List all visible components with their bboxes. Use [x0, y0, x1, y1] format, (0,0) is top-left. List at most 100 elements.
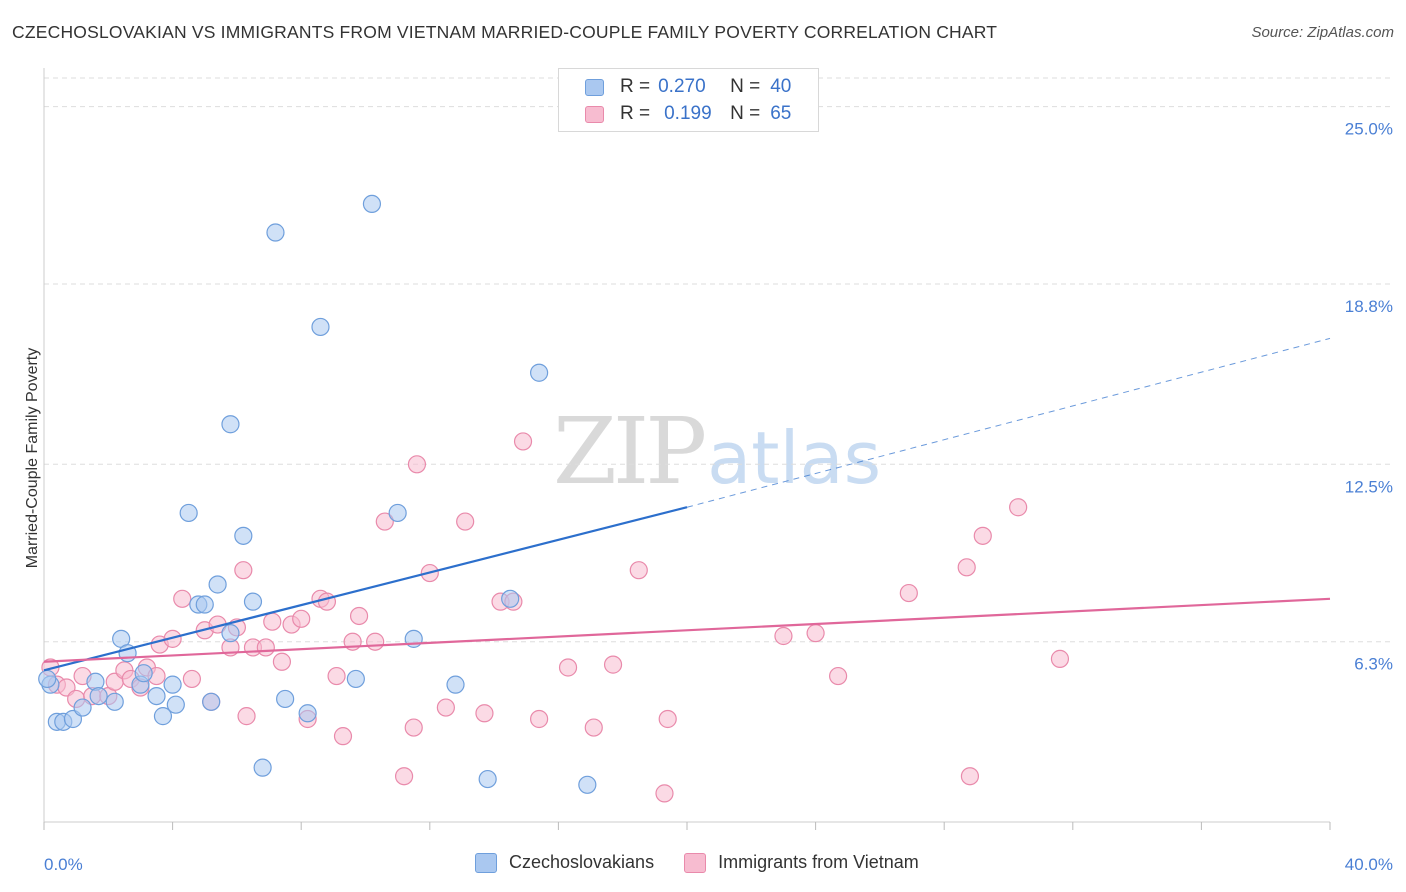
- czechoslovakian-point: [208, 575, 227, 594]
- vietnam-point: [1050, 649, 1070, 668]
- legend-row-czechoslovakians: R = 0.270 N = 40: [585, 75, 791, 99]
- vietnam-point: [456, 512, 475, 531]
- vietnam-point: [436, 698, 455, 717]
- watermark-zip: ZIP: [553, 398, 707, 505]
- czechoslovakian-trend-extension: [686, 337, 1331, 508]
- vietnam-point: [513, 432, 533, 451]
- vietnam-point: [973, 526, 992, 545]
- vietnam-point: [658, 709, 677, 729]
- czechoslovakian-point: [134, 664, 153, 683]
- czechoslovakian-point: [346, 669, 365, 689]
- czechoslovakian-point: [38, 669, 57, 689]
- vietnam-point: [327, 666, 346, 686]
- vietnam-point: [829, 666, 848, 686]
- vietnam-point: [173, 589, 192, 608]
- czechoslovakian-point: [147, 686, 166, 706]
- czechoslovakian-point: [276, 689, 295, 709]
- watermark: ZIPatlas: [553, 398, 881, 505]
- vietnam-point: [349, 606, 369, 626]
- czechoslovakian-point: [221, 415, 240, 434]
- correlation-legend: R = 0.270 N = 40 R = 0.199 N = 65: [558, 68, 819, 132]
- czechoslovakian-point: [105, 692, 124, 711]
- czechoslovakian-point: [153, 707, 173, 726]
- czechoslovakian-point: [234, 526, 253, 545]
- legend-r-value: 0.270: [658, 76, 706, 97]
- y-tick-label: 25.0%: [1345, 120, 1393, 139]
- vietnam-point: [584, 718, 603, 737]
- x-tick-label: 0.0%: [44, 855, 83, 874]
- czechoslovakian-point: [73, 698, 92, 717]
- vietnam-point: [333, 727, 353, 746]
- czechoslovakian-point: [578, 775, 597, 794]
- legend-item-czechoslovakians: Czechoslovakians: [475, 852, 654, 873]
- czechoslovakian-point: [530, 363, 549, 382]
- vietnam-point: [317, 592, 337, 611]
- legend-n-label: N =: [730, 76, 761, 97]
- series-legend: Czechoslovakians Immigrants from Vietnam: [475, 852, 949, 873]
- vietnam-point: [394, 767, 414, 786]
- trend-lines: [43, 337, 1331, 672]
- czechoslovakian-point: [202, 692, 221, 711]
- czechoslovakian-point: [243, 592, 263, 611]
- vietnam-point: [234, 561, 253, 580]
- vietnam-point: [237, 707, 256, 726]
- x-tick-label: 40.0%: [1345, 855, 1393, 874]
- legend-r-label: R =: [620, 103, 651, 124]
- legend-n-value: 65: [770, 103, 792, 124]
- legend-r-label: R =: [620, 76, 651, 97]
- tick-labels: 6.3% 12.5% 18.8% 25.0% 0.0% 40.0%: [44, 120, 1393, 874]
- vietnam-point: [960, 767, 980, 786]
- vietnam-point: [530, 709, 549, 729]
- y-tick-label: 18.8%: [1345, 297, 1393, 316]
- series-czechoslovakians-points: [38, 194, 597, 794]
- y-tick-label: 12.5%: [1345, 477, 1393, 496]
- vietnam-point: [603, 655, 623, 674]
- legend-swatch-blue: [585, 78, 604, 96]
- vietnam-point: [263, 612, 282, 631]
- czechoslovakian-point: [166, 695, 185, 714]
- vietnam-point: [774, 626, 793, 646]
- czechoslovakian-point: [362, 194, 382, 214]
- series-vietnam-points: [41, 432, 1070, 803]
- legend-swatch-pink: [684, 852, 707, 873]
- vietnam-point: [292, 609, 311, 628]
- czechoslovakian-point: [388, 503, 407, 523]
- legend-label: Czechoslovakians: [509, 852, 655, 872]
- vietnam-point: [272, 652, 292, 671]
- vietnam-point: [366, 632, 385, 651]
- czechoslovakian-point: [163, 675, 182, 694]
- vietnam-trend-line: [43, 597, 1331, 663]
- watermark-atlas: atlas: [707, 416, 882, 500]
- czechoslovakian-point: [446, 675, 465, 694]
- grid-lines: [44, 77, 1392, 643]
- czechoslovakian-point: [478, 769, 497, 789]
- czechoslovakian-point: [195, 595, 214, 614]
- czechoslovakian-point: [221, 624, 240, 643]
- vietnam-point: [957, 558, 976, 577]
- czechoslovakian-point: [266, 223, 285, 242]
- legend-swatch-pink: [585, 105, 604, 123]
- axes: [43, 68, 1331, 830]
- vietnam-point: [1009, 498, 1028, 517]
- czechoslovakian-point: [179, 503, 198, 523]
- vietnam-point: [655, 784, 674, 803]
- legend-n-value: 40: [770, 76, 792, 97]
- vietnam-point: [629, 561, 648, 580]
- vietnam-point: [407, 455, 427, 474]
- vietnam-point: [182, 669, 201, 689]
- vietnam-point: [806, 624, 825, 643]
- vietnam-point: [375, 512, 394, 531]
- czechoslovakian-point: [311, 317, 330, 337]
- czechoslovakian-point: [298, 704, 317, 723]
- y-tick-label: 6.3%: [1354, 655, 1393, 674]
- legend-n-label: N =: [730, 103, 761, 124]
- legend-item-vietnam: Immigrants from Vietnam: [684, 852, 919, 873]
- y-axis-label: Married-Couple Family Poverty: [24, 348, 41, 569]
- vietnam-point: [256, 638, 275, 657]
- czechoslovakian-point: [253, 758, 272, 777]
- chart-title: CZECHOSLOVAKIAN VS IMMIGRANTS FROM VIETN…: [12, 22, 998, 42]
- legend-swatch-blue: [475, 852, 497, 873]
- vietnam-point: [558, 658, 578, 677]
- source-label: Source: ZipAtlas.com: [1251, 24, 1394, 41]
